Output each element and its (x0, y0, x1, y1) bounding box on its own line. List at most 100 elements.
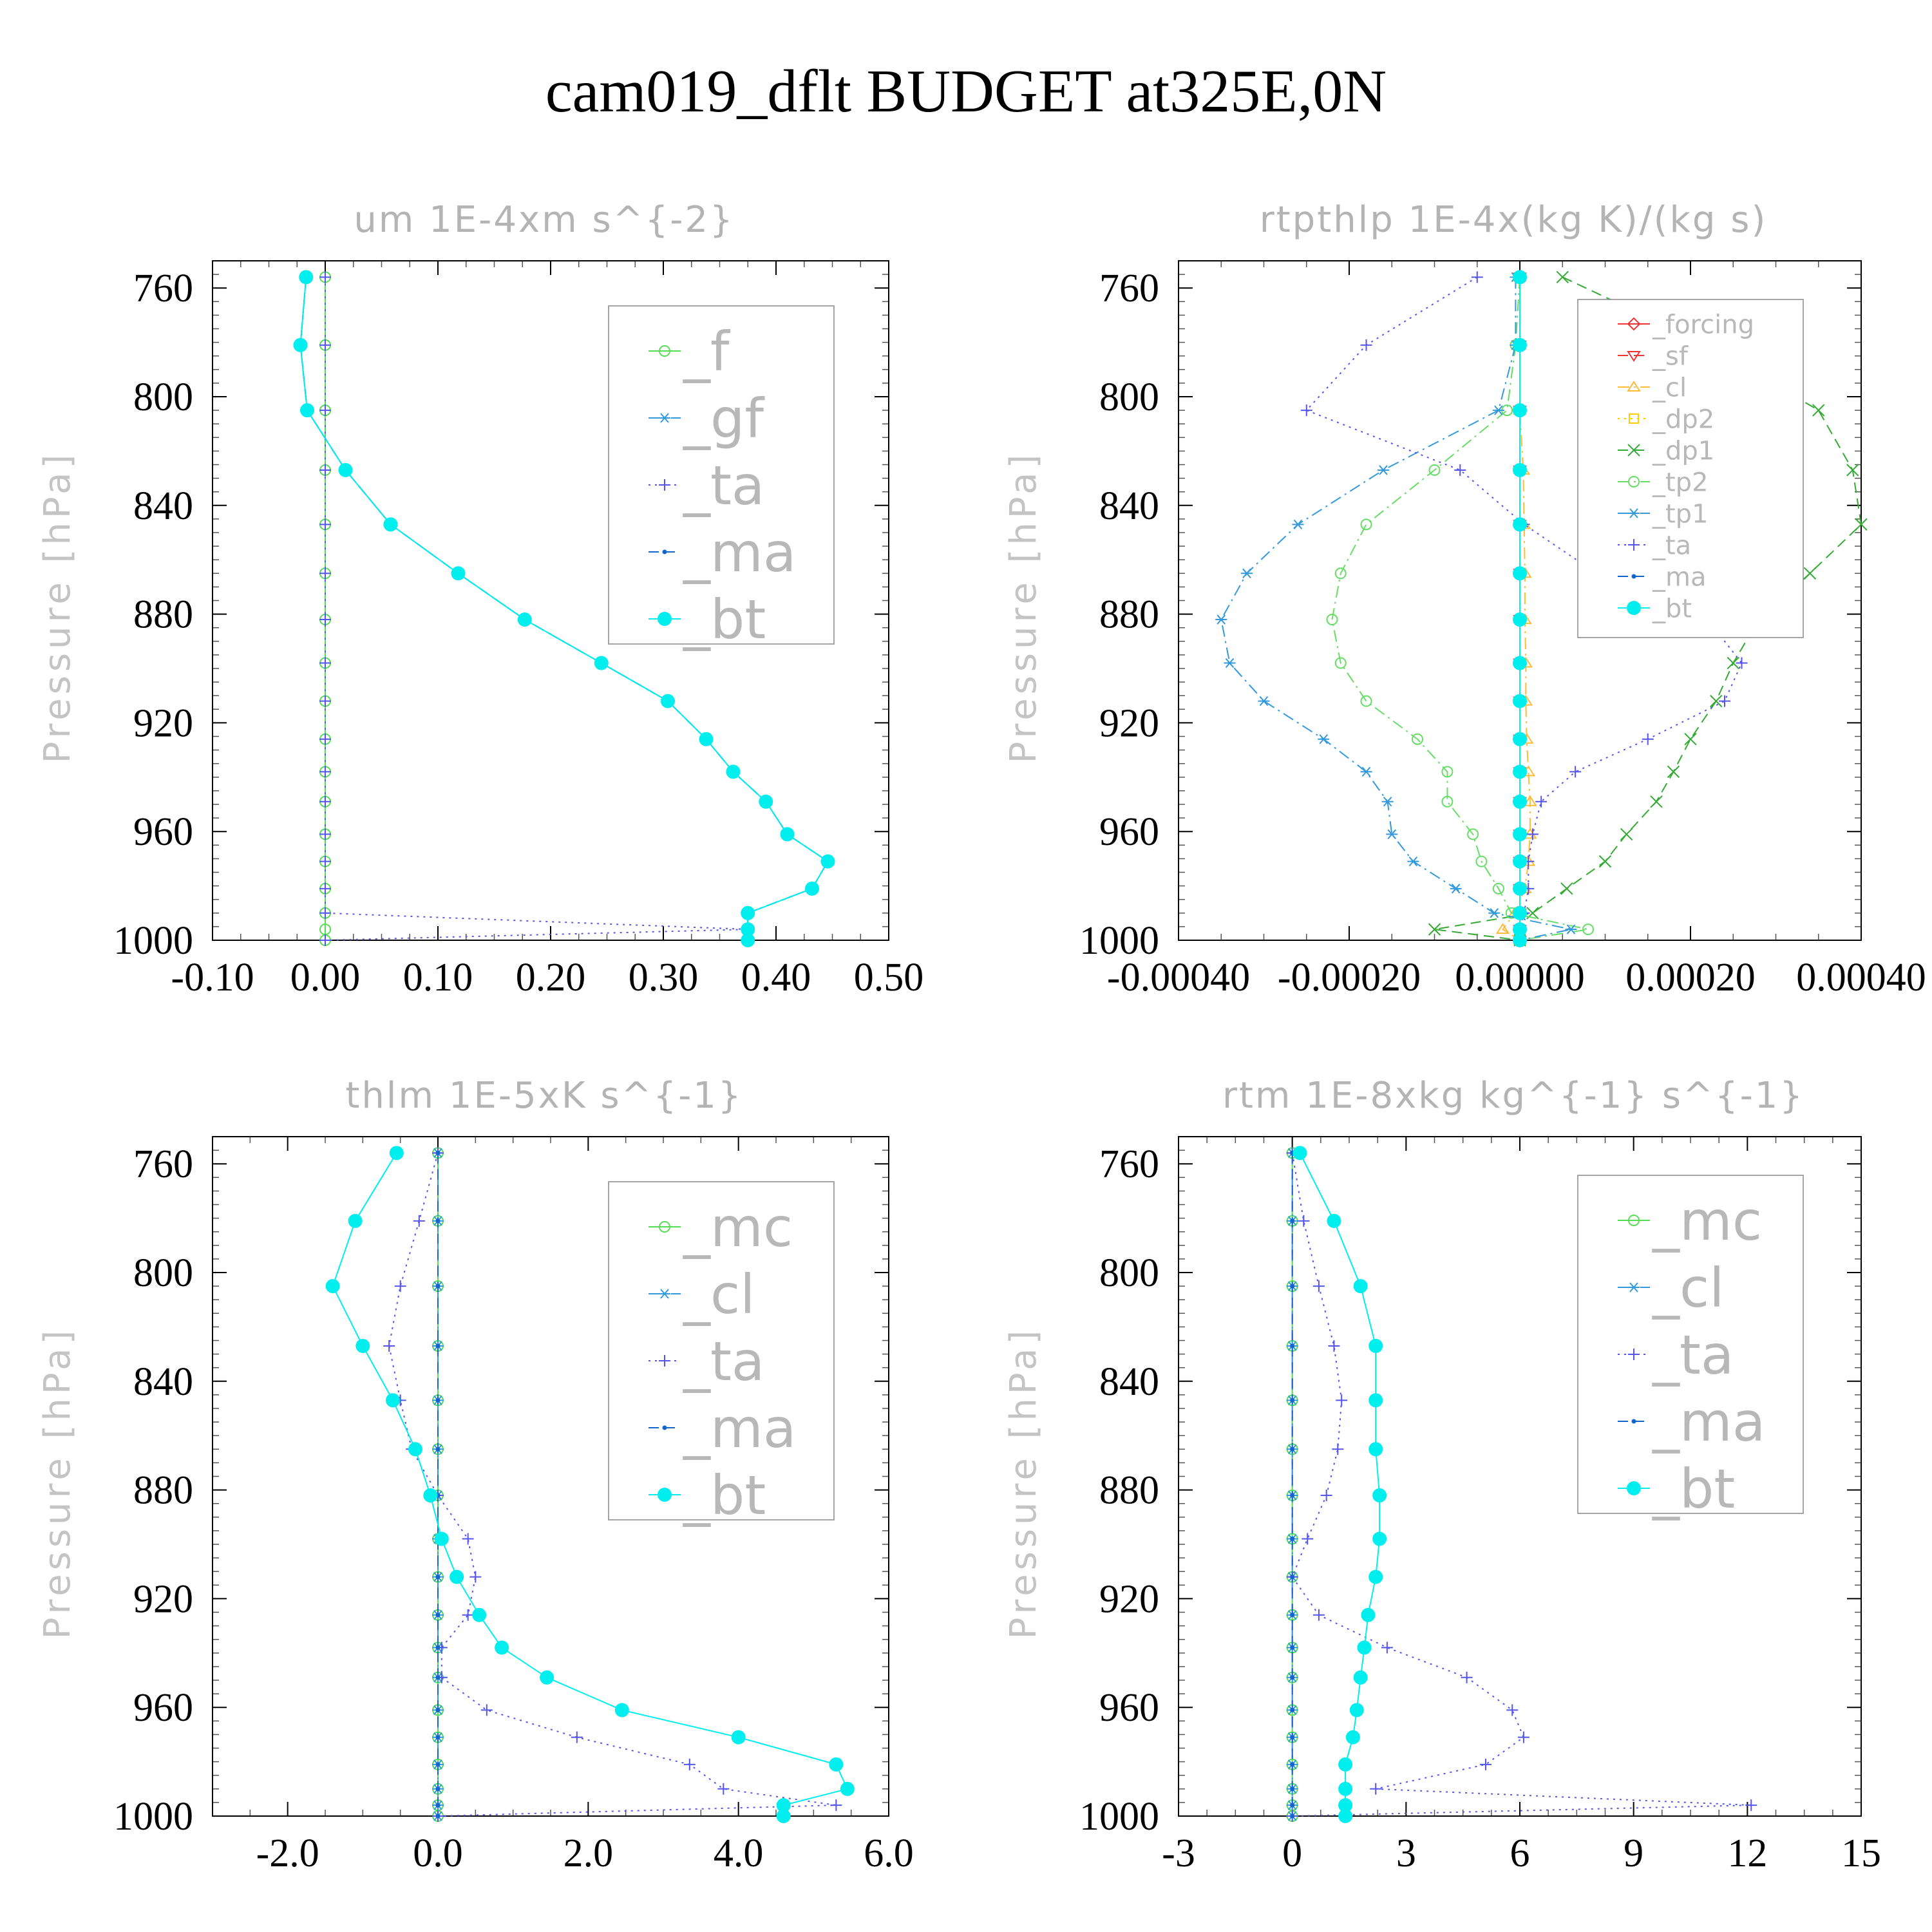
legend-marker (1628, 508, 1640, 518)
x-tick-label: -2.0 (256, 1832, 319, 1875)
series-bt-point (1513, 794, 1527, 809)
series-bt-point (293, 337, 308, 352)
series-dp1-point (1727, 656, 1739, 670)
x-tick-label: 0.0 (413, 1832, 463, 1875)
series-tp1-point (1224, 658, 1236, 668)
series-tp2-line (1331, 277, 1589, 941)
series-bt-point (1368, 1338, 1383, 1353)
series-tp2-point (1334, 657, 1347, 669)
legend-marker (659, 1355, 670, 1367)
series-ta-point (319, 271, 331, 283)
series-ta-point (1336, 1394, 1348, 1406)
y-axis-label: Pressure [hPa] (37, 451, 79, 764)
series-bt-point (1513, 933, 1527, 947)
series-bt-point (472, 1607, 487, 1622)
series-tp1-point (1318, 734, 1330, 744)
legend-marker (659, 413, 670, 423)
series-tp2-point (1334, 567, 1347, 580)
series-bt-point (820, 854, 835, 869)
series-tp2-point (1428, 464, 1441, 476)
y-tick-label: 840 (1099, 484, 1159, 528)
legend-marker (1627, 601, 1641, 615)
series-dp1-point (1803, 567, 1817, 580)
panel-rtpthlp: rtpthlp 1E-4x(kg K)/(kg s) Pressure [hPa]… (1003, 199, 1926, 999)
series-bt-point (450, 1569, 464, 1584)
series-bt-point (829, 1757, 844, 1772)
series-ma-point (1290, 1707, 1295, 1712)
series-ma-point (1290, 1675, 1295, 1680)
series-bt-point (355, 1338, 370, 1353)
series-ta-point (1312, 1280, 1325, 1293)
series-ma-point (435, 1645, 440, 1650)
series-tp1-point (1378, 465, 1389, 475)
series-tp1-point (1292, 519, 1304, 529)
legend-marker (1631, 1419, 1636, 1424)
series-ta-point (1320, 1490, 1332, 1502)
series-ta-point (480, 1704, 493, 1716)
series-ta-point (319, 614, 331, 626)
series-tp2-point (1360, 695, 1372, 707)
legend-label: _ta (1652, 1323, 1734, 1387)
series-bt-point (495, 1640, 509, 1655)
x-tick-label: 0.50 (854, 956, 924, 999)
series-ta-point (1328, 1340, 1340, 1352)
series-dp1-point (1650, 795, 1663, 808)
series-tp2-point (1582, 923, 1594, 936)
series-bt-point (614, 1703, 629, 1718)
y-tick-label: 1000 (113, 1795, 193, 1839)
series-bt-point (1353, 1279, 1368, 1294)
series-tp2-point (1467, 828, 1479, 840)
legend-label: _cl (683, 1263, 755, 1326)
series-ta-point (1454, 464, 1466, 476)
series-bt-line (1299, 1152, 1381, 1816)
legend-label: _ta (683, 1330, 764, 1393)
series-bt-line (299, 277, 829, 940)
y-tick-label: 1000 (1079, 919, 1159, 963)
series-bt-point (1327, 1213, 1341, 1228)
series-bt-point (299, 270, 314, 285)
legend-marker (1628, 1282, 1640, 1293)
series-bt-point (1513, 694, 1527, 708)
x-tick-label: 6 (1510, 1832, 1530, 1875)
series-tp1-point (1386, 829, 1398, 840)
series-tp1-point (1241, 568, 1253, 578)
panel-title: um 1E-4xm s^{-2} (354, 199, 734, 241)
legend-label: _mc (683, 1196, 793, 1259)
page-title: cam019_dflt BUDGET at325E,0N (545, 58, 1387, 125)
series-bt-point (451, 566, 466, 581)
series-ma-point (435, 1675, 440, 1680)
series-tp1-point (1407, 856, 1419, 867)
series-cl-point (1523, 795, 1537, 806)
legend-label: _f (683, 320, 731, 383)
series-ta-point (1517, 1731, 1530, 1743)
y-axis-label: Pressure [hPa] (1003, 1327, 1045, 1640)
series-ta-point (717, 1783, 730, 1795)
y-tick-label: 960 (133, 810, 193, 854)
series-ma-point (1290, 1645, 1295, 1650)
series-ta-point (319, 733, 331, 745)
legend-label: _tp1 (1652, 499, 1709, 529)
series-ta-point (1312, 1609, 1325, 1621)
series-ta-point (319, 567, 331, 580)
panel-title: rtm 1E-8xkg kg^{-1} s^{-1} (1222, 1075, 1804, 1117)
series-ta-point (1506, 1704, 1519, 1716)
series-bt-point (1513, 764, 1527, 779)
y-tick-label: 800 (133, 375, 193, 419)
series-dp1-point (1710, 694, 1723, 708)
series-bt-point (1372, 1531, 1387, 1546)
legend-label: _ta (683, 454, 764, 517)
legend-marker (1628, 1215, 1640, 1226)
series-ma (1290, 1150, 1295, 1819)
series-bt-point (1345, 1730, 1360, 1745)
y-axis-label: Pressure [hPa] (1003, 451, 1045, 764)
series-ta-point (319, 907, 331, 919)
series-bt-point (1513, 612, 1527, 627)
y-tick-label: 800 (133, 1251, 193, 1295)
series-ta-point (319, 518, 331, 531)
series-bt-point (741, 905, 755, 920)
series-bt-point (1368, 1569, 1383, 1584)
y-tick-label: 960 (1099, 1686, 1159, 1730)
series-tp2-point (1326, 614, 1338, 626)
x-tick-label: 0.00 (290, 956, 361, 999)
series-ma-point (435, 1150, 440, 1155)
